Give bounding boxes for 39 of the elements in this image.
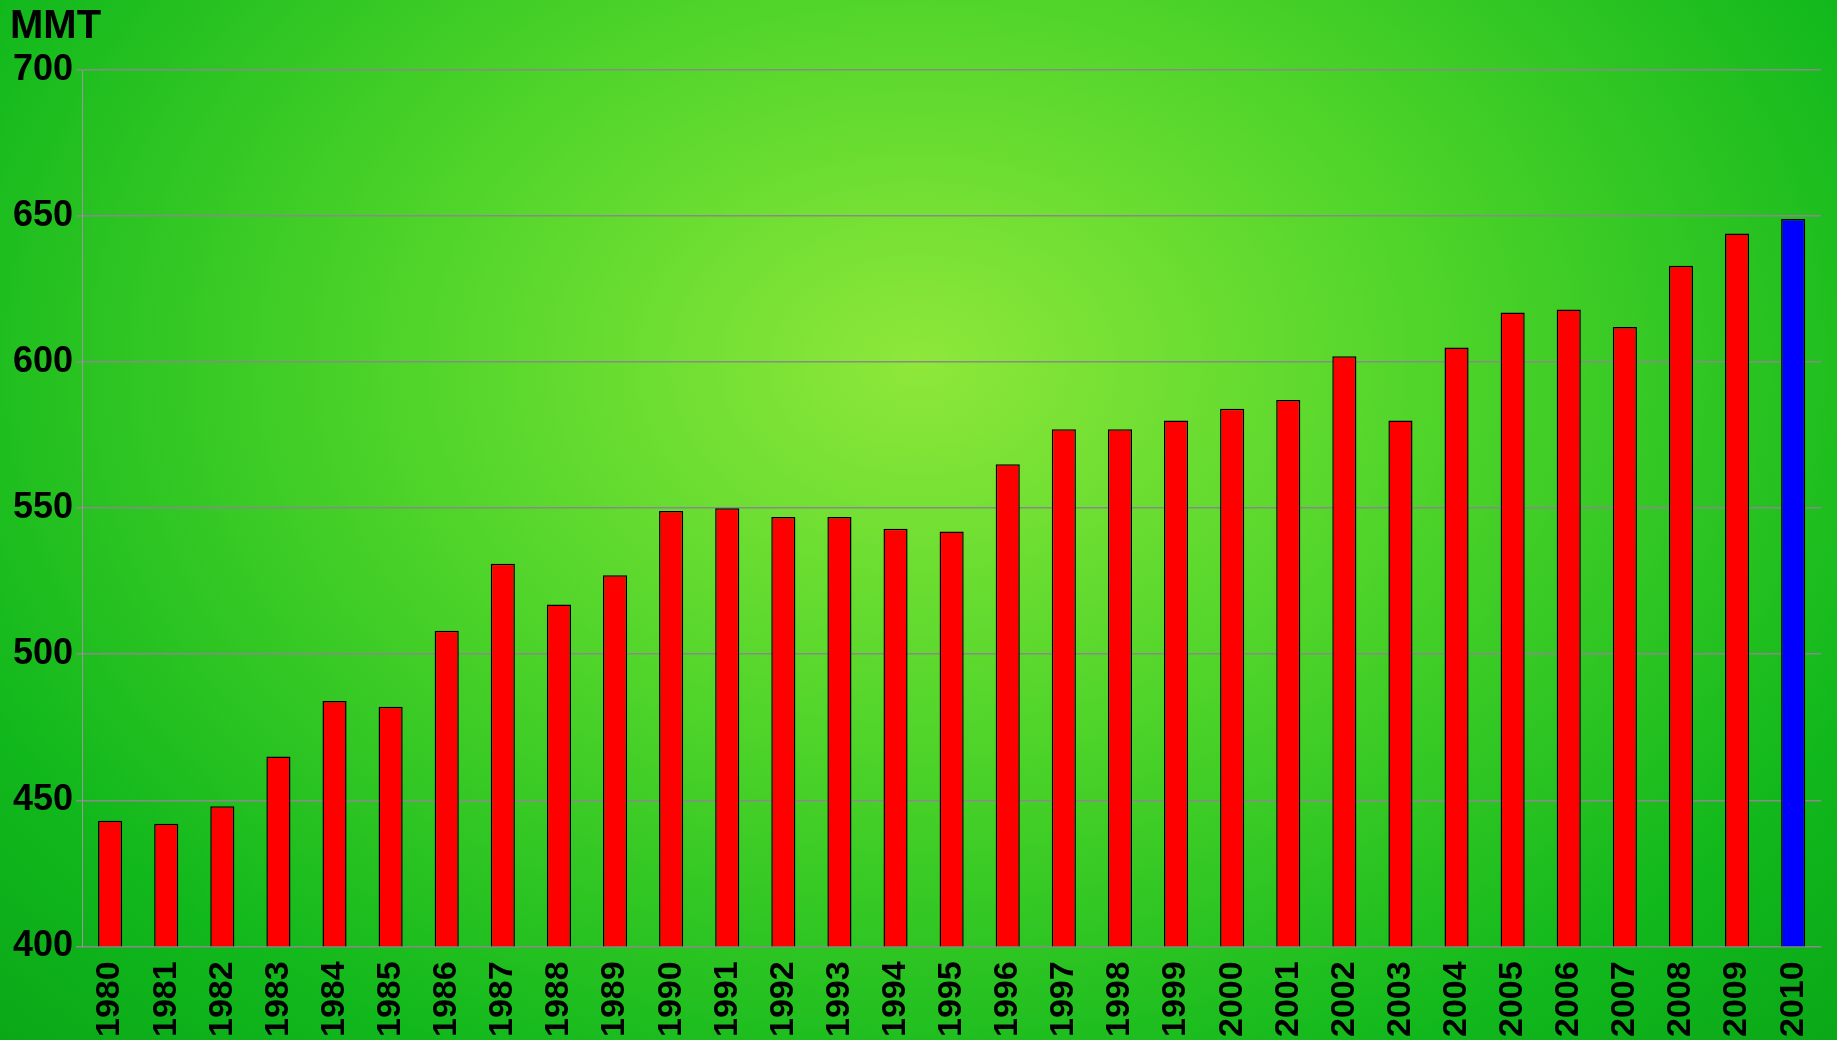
y-tick-label: 500 xyxy=(12,631,74,673)
x-tick-label: 2008 xyxy=(1659,961,1698,1037)
y-axis-title: MMT xyxy=(10,2,102,47)
x-tick-label: 1980 xyxy=(88,961,127,1037)
x-tick-label: 1981 xyxy=(144,961,183,1037)
x-tick-label: 1985 xyxy=(369,961,407,1037)
x-tick-label: 1993 xyxy=(817,961,856,1037)
y-tick-label: 450 xyxy=(12,777,74,819)
x-tick-label: 1983 xyxy=(256,961,295,1037)
x-tick-label: 1990 xyxy=(649,961,688,1037)
x-tick-label: 2010 xyxy=(1771,961,1810,1037)
y-tick-label: 400 xyxy=(12,923,74,965)
x-tick-label: 1999 xyxy=(1154,961,1193,1037)
x-tick-label: 2007 xyxy=(1603,961,1642,1037)
y-tick-label: 600 xyxy=(12,339,74,381)
x-tick-label: 2001 xyxy=(1266,961,1305,1037)
x-tick-label: 1997 xyxy=(1042,961,1081,1037)
x-tick-label: 1995 xyxy=(930,961,969,1037)
x-tick-label: 1986 xyxy=(425,961,464,1037)
x-tick-label: 2009 xyxy=(1715,961,1754,1037)
x-tick-label: 1998 xyxy=(1098,961,1137,1037)
x-tick-label: 1988 xyxy=(537,961,576,1037)
x-tick-label: 1984 xyxy=(312,961,351,1037)
x-tick-label: 1991 xyxy=(705,961,744,1037)
x-tick-label: 2002 xyxy=(1322,961,1361,1037)
x-tick-label: 1989 xyxy=(593,961,632,1037)
x-tick-label: 1994 xyxy=(873,961,912,1037)
x-tick-label: 1987 xyxy=(481,961,520,1037)
y-tick-label: 550 xyxy=(12,485,74,527)
x-tick-label: 1996 xyxy=(986,961,1025,1037)
x-tick-label: 2000 xyxy=(1210,961,1249,1037)
y-tick-label: 700 xyxy=(12,46,74,88)
x-tick-label: 2005 xyxy=(1491,961,1530,1037)
x-tick-label: 1982 xyxy=(200,961,239,1037)
x-tick-label: 2003 xyxy=(1378,961,1417,1037)
x-tick-label: 2006 xyxy=(1547,961,1586,1037)
y-tick-label: 650 xyxy=(12,192,74,234)
x-tick-label: 1992 xyxy=(761,961,800,1037)
x-tick-label: 2004 xyxy=(1434,961,1473,1037)
